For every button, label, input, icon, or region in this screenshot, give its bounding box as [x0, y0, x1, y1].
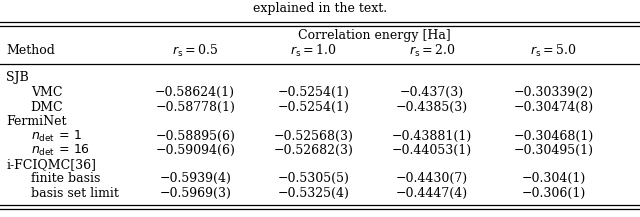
- Text: −0.5254(1): −0.5254(1): [278, 101, 349, 114]
- Text: i-FCIQMC[36]: i-FCIQMC[36]: [6, 158, 97, 171]
- Text: −0.4430(7): −0.4430(7): [396, 172, 468, 185]
- Text: −0.43881(1): −0.43881(1): [392, 130, 472, 143]
- Text: $r_{\mathrm{s}}$$=$0.5: $r_{\mathrm{s}}$$=$0.5: [172, 43, 218, 59]
- Text: VMC: VMC: [31, 86, 62, 99]
- Text: Correlation energy [Ha]: Correlation energy [Ha]: [298, 29, 451, 42]
- Text: −0.5969(3): −0.5969(3): [159, 187, 231, 200]
- Text: −0.306(1): −0.306(1): [522, 187, 586, 200]
- Text: −0.52682(3): −0.52682(3): [274, 144, 353, 157]
- Text: finite basis: finite basis: [31, 172, 100, 185]
- Text: explained in the text.: explained in the text.: [253, 2, 387, 15]
- Text: −0.58895(6): −0.58895(6): [156, 130, 235, 143]
- Text: −0.30495(1): −0.30495(1): [514, 144, 594, 157]
- Text: −0.4447(4): −0.4447(4): [396, 187, 468, 200]
- Text: −0.5325(4): −0.5325(4): [278, 187, 349, 200]
- Text: −0.4385(3): −0.4385(3): [396, 101, 468, 114]
- Text: $n_{\mathrm{det}}$$\,{=}\,1$: $n_{\mathrm{det}}$$\,{=}\,1$: [31, 128, 81, 144]
- Text: −0.5305(5): −0.5305(5): [278, 172, 349, 185]
- Text: −0.437(3): −0.437(3): [400, 86, 464, 99]
- Text: −0.59094(6): −0.59094(6): [156, 144, 235, 157]
- Text: −0.30468(1): −0.30468(1): [513, 130, 594, 143]
- Text: −0.52568(3): −0.52568(3): [274, 130, 353, 143]
- Text: $n_{\mathrm{det}}$$\,{=}\,16$: $n_{\mathrm{det}}$$\,{=}\,16$: [31, 143, 90, 158]
- Text: FermiNet: FermiNet: [6, 115, 67, 128]
- Text: −0.30339(2): −0.30339(2): [514, 86, 594, 99]
- Text: −0.44053(1): −0.44053(1): [392, 144, 472, 157]
- Text: DMC: DMC: [31, 101, 63, 114]
- Text: $r_{\mathrm{s}}$$=$5.0: $r_{\mathrm{s}}$$=$5.0: [531, 43, 577, 59]
- Text: −0.304(1): −0.304(1): [522, 172, 586, 185]
- Text: −0.58624(1): −0.58624(1): [155, 86, 236, 99]
- Text: $r_{\mathrm{s}}$$=$2.0: $r_{\mathrm{s}}$$=$2.0: [409, 43, 455, 59]
- Text: Method: Method: [6, 44, 55, 58]
- Text: −0.5939(4): −0.5939(4): [159, 172, 231, 185]
- Text: −0.5254(1): −0.5254(1): [278, 86, 349, 99]
- Text: $r_{\mathrm{s}}$$=$1.0: $r_{\mathrm{s}}$$=$1.0: [291, 43, 337, 59]
- Text: SJB: SJB: [6, 71, 29, 84]
- Text: −0.30474(8): −0.30474(8): [513, 101, 594, 114]
- Text: basis set limit: basis set limit: [31, 187, 118, 200]
- Text: −0.58778(1): −0.58778(1): [156, 101, 235, 114]
